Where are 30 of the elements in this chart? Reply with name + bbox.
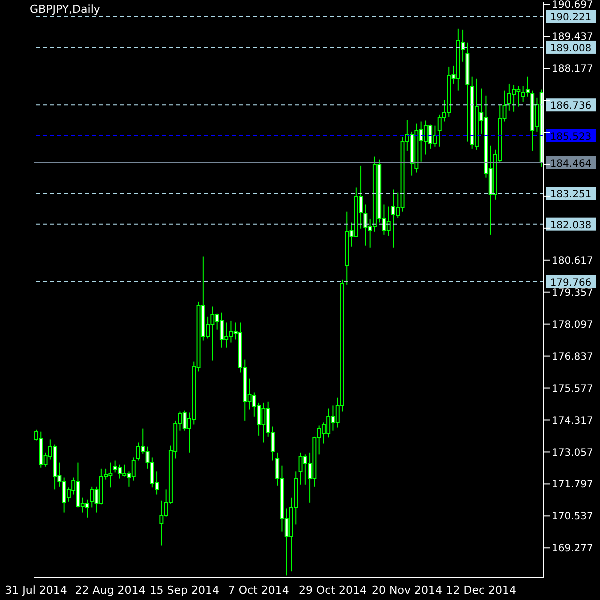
ref-line-label: 183.251 — [550, 190, 592, 201]
ref-line-label: 184.464 — [550, 158, 592, 170]
y-tick-label: 171.797 — [552, 480, 594, 491]
chart-title: GBPJPY,Daily — [30, 3, 100, 16]
x-tick-label: 29 Oct 2014 — [299, 584, 368, 597]
x-tick-label: 12 Dec 2014 — [446, 584, 517, 597]
y-tick-label: 176.837 — [552, 352, 594, 363]
y-tick-label: 174.317 — [552, 416, 594, 427]
y-tick-label: 179.357 — [552, 288, 594, 299]
y-tick-label: 173.057 — [552, 448, 594, 459]
ref-line-label: 186.736 — [550, 101, 592, 112]
y-tick-label: 169.277 — [552, 544, 594, 555]
candlestick — [466, 42, 470, 142]
x-tick-label: 22 Aug 2014 — [75, 584, 146, 597]
ref-line-label: 190.221 — [550, 12, 592, 24]
ref-line-label: 189.008 — [550, 43, 592, 54]
y-tick-label: 190.697 — [552, 0, 594, 12]
y-tick-label: 188.177 — [552, 64, 594, 76]
y-tick-label: 170.537 — [552, 512, 594, 523]
y-tick-label: 175.577 — [552, 384, 594, 395]
y-tick-label: 189.437 — [552, 32, 594, 44]
y-tick-label: 180.617 — [552, 256, 594, 267]
x-tick-label: 7 Oct 2014 — [228, 584, 290, 597]
x-tick-label: 20 Nov 2014 — [372, 584, 442, 597]
ref-line-label: 182.038 — [550, 220, 592, 232]
x-tick-label: 15 Sep 2014 — [150, 584, 220, 597]
ref-line-label: 185.523 — [550, 132, 592, 143]
x-tick-label: 31 Jul 2014 — [5, 584, 68, 597]
ref-line-label: 179.766 — [550, 278, 592, 289]
y-tick-label: 178.097 — [552, 320, 594, 331]
